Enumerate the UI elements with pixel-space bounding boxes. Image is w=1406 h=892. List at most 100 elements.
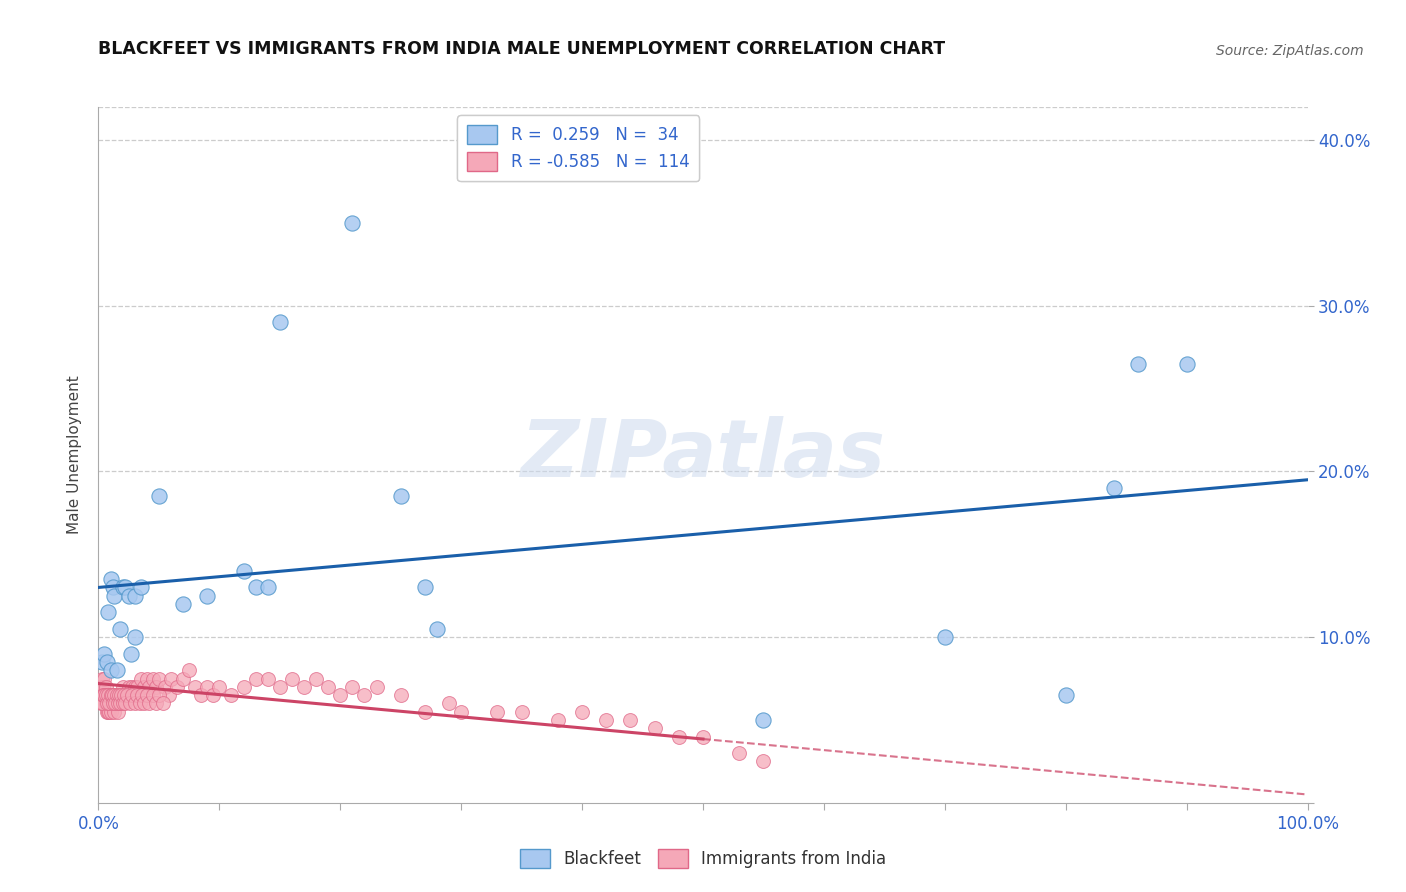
Point xyxy=(97,688,120,702)
Point xyxy=(202,688,225,702)
Point xyxy=(316,680,339,694)
Point xyxy=(142,688,165,702)
Point xyxy=(110,688,132,702)
Point xyxy=(105,697,128,711)
Point xyxy=(547,713,569,727)
Point xyxy=(1128,357,1150,371)
Point xyxy=(138,680,160,694)
Point xyxy=(389,688,412,702)
Point xyxy=(121,680,143,694)
Point xyxy=(426,622,449,636)
Text: ZIPatlas: ZIPatlas xyxy=(520,416,886,494)
Point xyxy=(127,680,149,694)
Point xyxy=(190,688,212,702)
Point xyxy=(245,581,267,595)
Point xyxy=(138,697,160,711)
Point xyxy=(184,680,207,694)
Point xyxy=(131,688,153,702)
Point xyxy=(93,672,115,686)
Point xyxy=(195,589,218,603)
Point xyxy=(269,315,291,329)
Point xyxy=(124,697,146,711)
Point xyxy=(148,672,170,686)
Point xyxy=(93,688,115,702)
Point xyxy=(101,581,124,595)
Point xyxy=(728,746,751,760)
Point xyxy=(103,705,125,719)
Point xyxy=(595,713,617,727)
Point xyxy=(105,663,128,677)
Point xyxy=(232,564,254,578)
Point xyxy=(96,697,118,711)
Point xyxy=(90,680,112,694)
Point xyxy=(93,688,115,702)
Point xyxy=(91,688,114,702)
Point xyxy=(292,680,315,694)
Point xyxy=(114,697,136,711)
Point xyxy=(93,647,115,661)
Point xyxy=(90,697,112,711)
Point xyxy=(98,705,121,719)
Point xyxy=(108,688,131,702)
Point xyxy=(232,680,254,694)
Point xyxy=(172,672,194,686)
Point xyxy=(129,672,152,686)
Point xyxy=(89,688,111,702)
Point xyxy=(134,697,156,711)
Point xyxy=(108,697,131,711)
Point xyxy=(100,663,122,677)
Point xyxy=(101,697,124,711)
Point xyxy=(104,697,127,711)
Point xyxy=(98,688,121,702)
Point xyxy=(114,688,136,702)
Point xyxy=(644,721,666,735)
Point xyxy=(108,622,131,636)
Point xyxy=(752,755,775,769)
Point xyxy=(148,688,170,702)
Text: Source: ZipAtlas.com: Source: ZipAtlas.com xyxy=(1216,44,1364,58)
Point xyxy=(97,605,120,619)
Point xyxy=(486,705,509,719)
Legend: R =  0.259   N =  34, R = -0.585   N =  114: R = 0.259 N = 34, R = -0.585 N = 114 xyxy=(457,115,700,181)
Point xyxy=(100,688,122,702)
Point xyxy=(172,597,194,611)
Point xyxy=(145,697,167,711)
Point xyxy=(100,572,122,586)
Point xyxy=(148,489,170,503)
Point xyxy=(94,680,117,694)
Point xyxy=(118,589,141,603)
Point xyxy=(91,672,114,686)
Point xyxy=(103,688,125,702)
Point xyxy=(413,705,436,719)
Point xyxy=(96,688,118,702)
Point xyxy=(100,688,122,702)
Point xyxy=(305,672,328,686)
Point xyxy=(101,697,124,711)
Point xyxy=(135,688,157,702)
Point xyxy=(96,655,118,669)
Point xyxy=(124,630,146,644)
Text: BLACKFEET VS IMMIGRANTS FROM INDIA MALE UNEMPLOYMENT CORRELATION CHART: BLACKFEET VS IMMIGRANTS FROM INDIA MALE … xyxy=(98,40,946,58)
Point xyxy=(100,688,122,702)
Point xyxy=(752,713,775,727)
Point xyxy=(1054,688,1077,702)
Point xyxy=(1102,481,1125,495)
Point xyxy=(281,672,304,686)
Point xyxy=(118,680,141,694)
Point xyxy=(108,688,131,702)
Point xyxy=(195,680,218,694)
Point xyxy=(120,647,142,661)
Point xyxy=(127,688,149,702)
Point xyxy=(111,697,134,711)
Point xyxy=(692,730,714,744)
Point xyxy=(91,688,114,702)
Point xyxy=(118,697,141,711)
Point xyxy=(134,680,156,694)
Point xyxy=(91,697,114,711)
Point xyxy=(208,680,231,694)
Point xyxy=(152,697,174,711)
Point xyxy=(1175,357,1198,371)
Point xyxy=(105,688,128,702)
Point xyxy=(245,672,267,686)
Point xyxy=(121,688,143,702)
